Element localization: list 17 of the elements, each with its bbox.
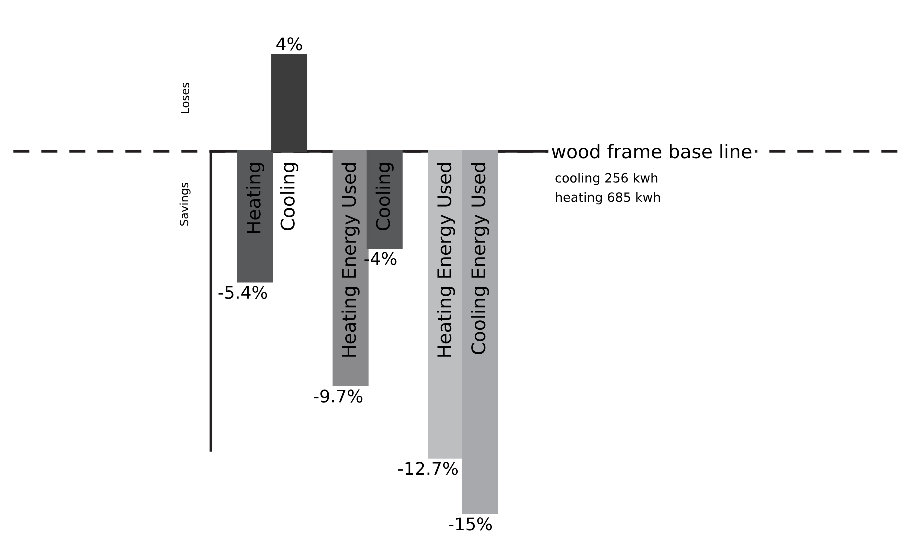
x-tick-label: Cooling	[280, 163, 299, 231]
data-label: -12.7%	[398, 462, 458, 476]
data-label: -15%	[449, 518, 492, 531]
x-tick-label: Heating Energy Used	[342, 163, 360, 357]
x-tick-label: Heating	[246, 163, 264, 233]
x-tick-label: Heating Energy Used	[437, 163, 456, 357]
data-label: -9.7%	[314, 390, 363, 403]
text: Loses	[181, 83, 190, 114]
data-label: 4%	[276, 38, 302, 51]
text: Savings	[180, 182, 191, 226]
data-label: -4%	[364, 252, 397, 266]
ref-line-label: wood frame base line	[552, 144, 752, 159]
x-tick-label: Cooling	[376, 163, 394, 231]
text: heating 685 kwh	[556, 192, 660, 205]
text: cooling 256 kwh	[556, 173, 658, 186]
data-label: -5.4%	[218, 286, 268, 300]
x-tick-label: Cooling Energy Used	[471, 163, 490, 354]
